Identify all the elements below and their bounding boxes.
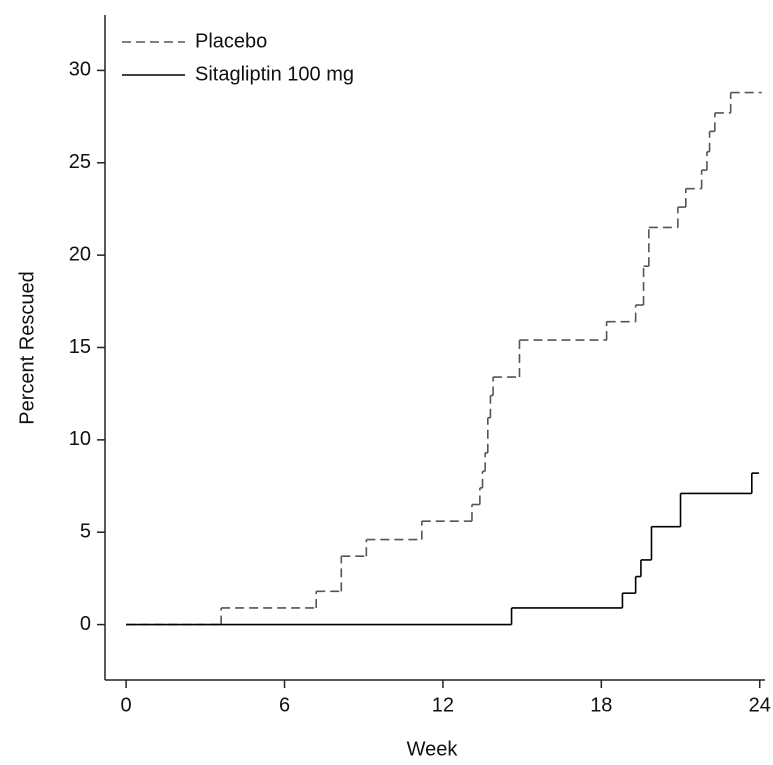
legend-label: Sitagliptin 100 mg (195, 63, 354, 85)
y-axis-label: Percent Rescued (16, 271, 38, 424)
x-tick-label: 0 (121, 694, 132, 716)
y-tick-label: 5 (80, 521, 91, 543)
y-tick-label: 30 (69, 59, 91, 81)
x-tick-label: 18 (590, 694, 612, 716)
legend-label: Placebo (195, 30, 267, 52)
y-tick-label: 20 (69, 243, 91, 265)
x-tick-label: 12 (432, 694, 454, 716)
y-tick-label: 25 (69, 151, 91, 173)
y-tick-label: 10 (69, 428, 91, 450)
x-tick-label: 24 (749, 694, 771, 716)
y-tick-label: 0 (80, 613, 91, 635)
y-tick-label: 15 (69, 336, 91, 358)
x-axis-label: Week (407, 738, 459, 760)
x-tick-label: 6 (279, 694, 290, 716)
